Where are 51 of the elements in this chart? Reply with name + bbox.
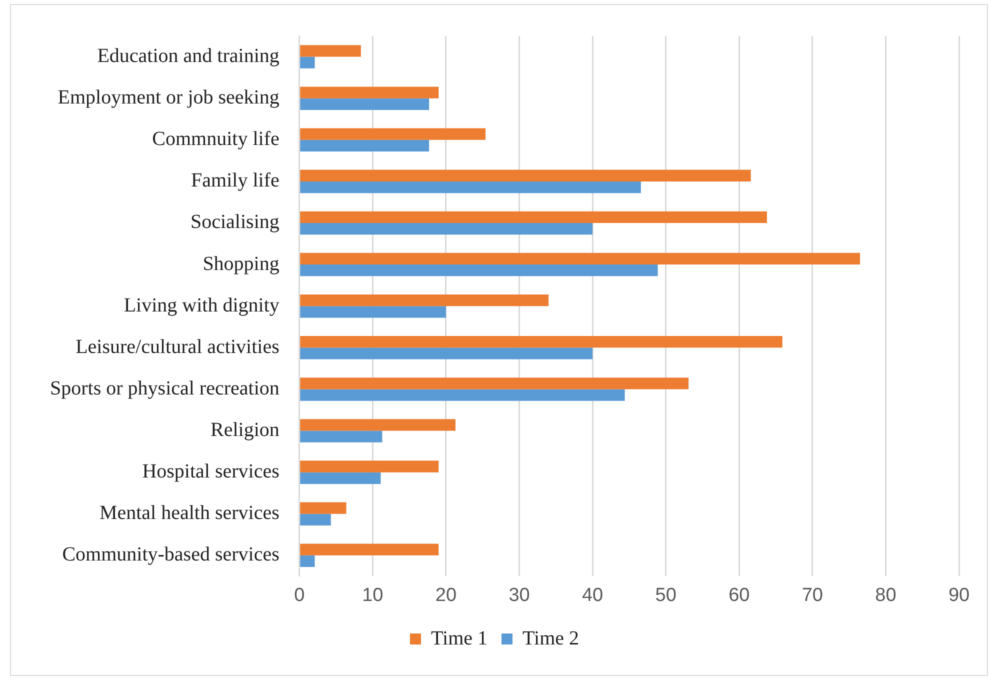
bar: [300, 430, 382, 442]
bar: [300, 86, 439, 98]
bar: [300, 306, 446, 318]
bar: [300, 252, 860, 265]
bar: [300, 389, 625, 401]
y-tick-label: Leisure/cultural activities: [76, 336, 280, 358]
bar: [300, 544, 439, 556]
bar: [300, 140, 430, 152]
y-tick-label: Socialising: [190, 211, 280, 234]
y-tick-label: Religion: [210, 419, 280, 442]
x-tick-label: 90: [948, 584, 970, 606]
bar: [300, 294, 549, 306]
y-tick-label: Living with dignity: [124, 294, 280, 316]
bar: [300, 378, 689, 390]
x-tick-label: 20: [435, 584, 457, 606]
y-tick-label: Community-based services: [62, 544, 280, 566]
bar: [300, 56, 315, 68]
y-tick-label: Education and training: [97, 45, 280, 68]
x-tick-label: 60: [728, 584, 750, 606]
legend-label: Time 2: [522, 627, 580, 650]
x-tick-label: 40: [582, 584, 604, 606]
x-tick-label: 30: [508, 584, 530, 606]
x-tick-label: 50: [655, 584, 676, 606]
bar: [300, 502, 346, 514]
y-tick-label: Employment or job seeking: [58, 86, 280, 109]
bar: [300, 128, 486, 140]
bar: [300, 181, 641, 194]
bar: [300, 472, 381, 484]
bar: [300, 170, 751, 182]
bar: [300, 222, 593, 235]
x-tick-label: 80: [875, 584, 896, 606]
x-tick-label: 0: [294, 584, 305, 606]
x-tick-label: 10: [362, 584, 384, 606]
x-tick-label: 70: [802, 584, 823, 606]
bar: [300, 98, 430, 110]
bar: [300, 211, 767, 223]
legend-label: Time 1: [430, 627, 488, 650]
y-tick-label: Hospital services: [142, 460, 280, 483]
bar: [300, 555, 315, 568]
y-tick-label: Commnuity life: [152, 128, 280, 150]
y-tick-label: Shopping: [202, 252, 280, 275]
bar: [300, 419, 456, 431]
y-tick-label: Family life: [191, 170, 280, 192]
bar: [300, 514, 331, 526]
bar: [300, 45, 361, 57]
bar: [300, 264, 658, 276]
y-tick-label: Mental health services: [99, 502, 280, 524]
bar: [300, 460, 439, 472]
bar: [300, 348, 593, 360]
y-tick-label: Sports or physical recreation: [50, 377, 280, 400]
bar: [300, 336, 782, 348]
